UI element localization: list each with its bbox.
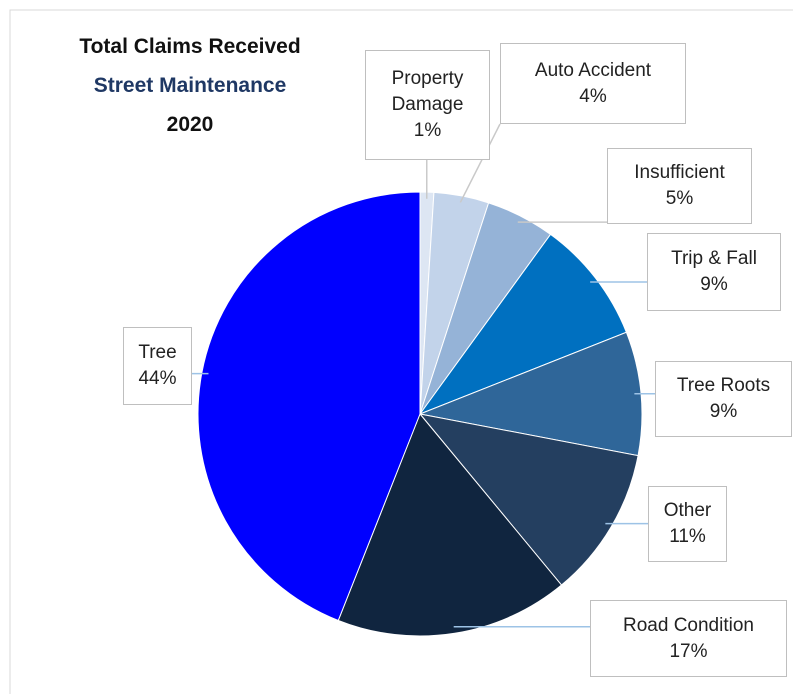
label-name: Insufficient	[634, 162, 725, 183]
chart-frame	[9, 9, 793, 694]
data-label: Tree Roots 9%	[655, 361, 792, 437]
label-value: 9%	[709, 401, 738, 422]
chart-year: 2020	[166, 113, 214, 136]
chart-subtitle: Street Maintenance	[93, 74, 287, 97]
label-name: Tree	[138, 342, 177, 363]
data-label: Other 11%	[648, 486, 727, 562]
label-value: 9%	[700, 274, 728, 295]
data-label: Auto Accident 4%	[500, 43, 686, 124]
label-name: Road Condition	[623, 614, 754, 636]
data-label: Road Condition 17%	[590, 600, 787, 677]
data-label: Trip & Fall 9%	[647, 233, 781, 311]
label-value: 17%	[669, 640, 708, 662]
label-name: Property Damage	[391, 68, 464, 115]
label-name: Tree Roots	[676, 375, 771, 396]
chart-title: Total Claims Received	[79, 35, 301, 58]
data-label: Property Damage 1%	[365, 50, 490, 160]
label-name: Other	[663, 500, 712, 521]
pie-slice	[418, 413, 639, 586]
data-label: Tree 44%	[123, 327, 192, 405]
label-value: 4%	[579, 85, 607, 107]
label-value: 5%	[665, 188, 694, 209]
label-value: 11%	[669, 526, 706, 547]
data-label: Insufficient 5%	[607, 148, 752, 224]
label-value: 1%	[413, 120, 442, 141]
label-name: Trip & Fall	[671, 248, 757, 269]
pie-slice	[337, 413, 563, 637]
label-name: Auto Accident	[534, 59, 652, 81]
pie-slice	[418, 233, 628, 416]
label-value: 44%	[138, 368, 177, 389]
pie-slice	[197, 191, 421, 622]
leader-line	[459, 123, 501, 203]
